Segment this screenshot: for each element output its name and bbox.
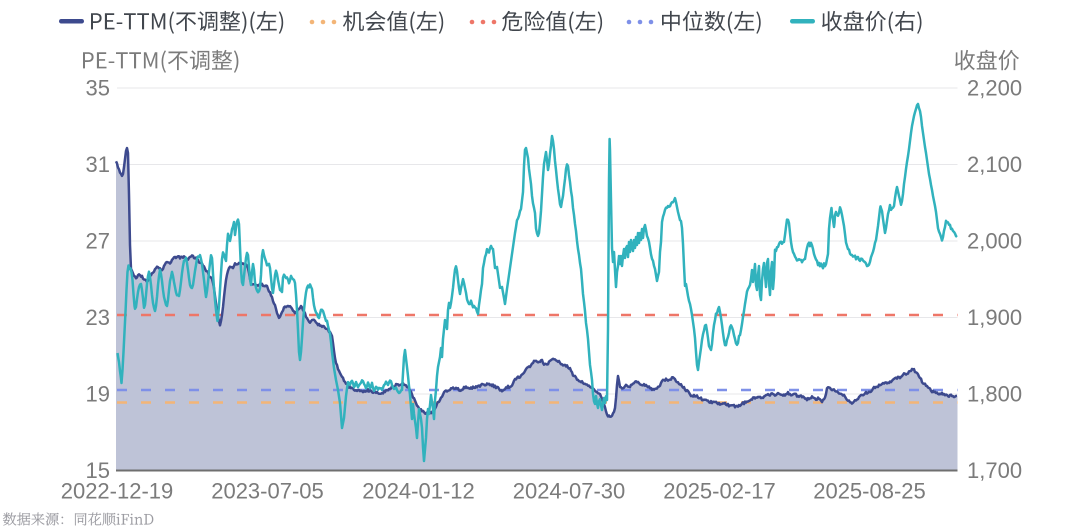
svg-text:35: 35 <box>86 76 110 101</box>
svg-text:2024-01-12: 2024-01-12 <box>362 479 475 504</box>
svg-text:2022-12-19: 2022-12-19 <box>61 479 174 504</box>
svg-text:1,800: 1,800 <box>967 382 1022 407</box>
svg-text:31: 31 <box>86 152 110 177</box>
svg-text:27: 27 <box>86 229 110 254</box>
svg-text:2023-07-05: 2023-07-05 <box>211 479 324 504</box>
svg-text:2,000: 2,000 <box>967 229 1022 254</box>
svg-text:15: 15 <box>86 458 110 483</box>
svg-text:1,900: 1,900 <box>967 305 1022 330</box>
svg-text:23: 23 <box>86 305 110 330</box>
svg-text:2,100: 2,100 <box>967 152 1022 177</box>
svg-text:2025-02-17: 2025-02-17 <box>663 479 776 504</box>
svg-text:2025-08-25: 2025-08-25 <box>813 479 926 504</box>
svg-text:2024-07-30: 2024-07-30 <box>513 479 626 504</box>
svg-text:2,200: 2,200 <box>967 76 1022 101</box>
svg-text:1,700: 1,700 <box>967 458 1022 483</box>
svg-text:19: 19 <box>86 382 110 407</box>
